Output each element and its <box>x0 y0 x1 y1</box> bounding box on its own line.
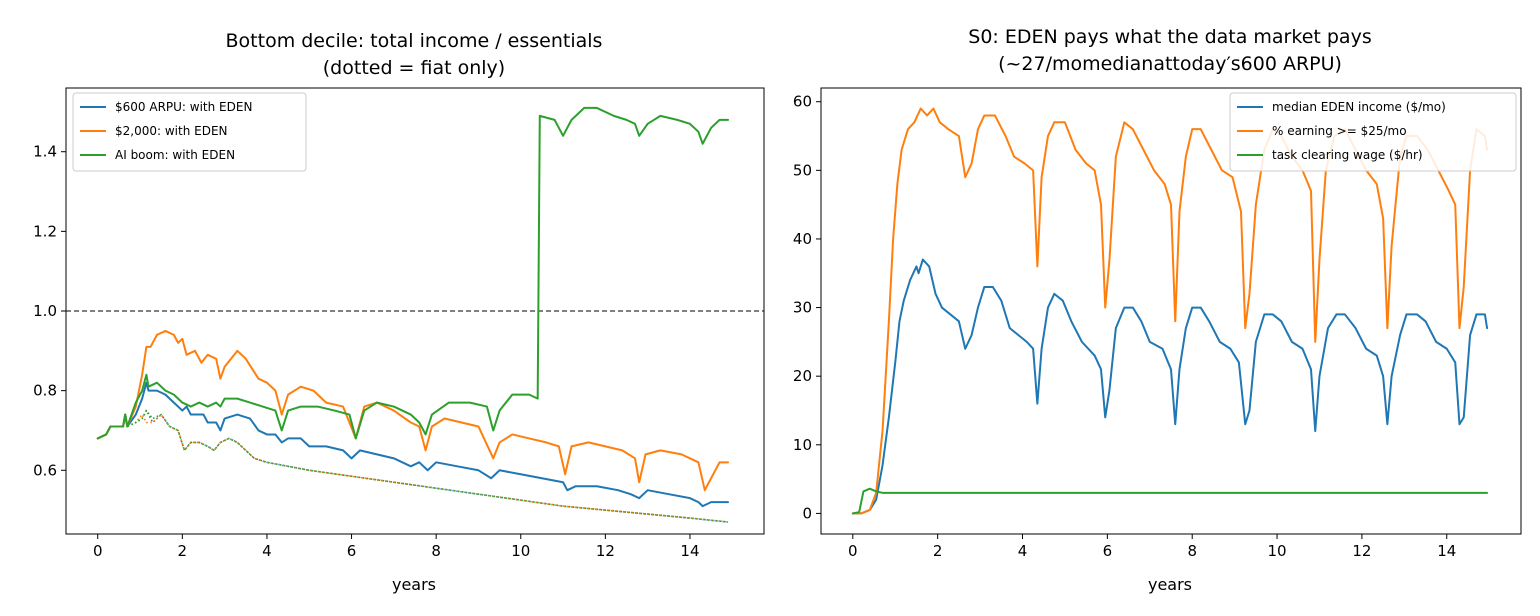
y-tick-label: 0 <box>802 504 812 522</box>
series-line-1 <box>851 107 1489 515</box>
x-tick-label: 6 <box>1103 542 1113 560</box>
y-tick-label: 1.2 <box>33 222 57 240</box>
legend-entry: task clearing wage ($/hr) <box>1272 148 1423 162</box>
legend-entry: AI boom: with EDEN <box>115 148 235 162</box>
x-tick-label: 12 <box>1352 542 1371 560</box>
x-tick-label: 10 <box>1268 542 1287 560</box>
x-tick-label: 8 <box>431 542 441 560</box>
x-tick-label: 10 <box>511 542 530 560</box>
legend-box <box>72 92 307 172</box>
x-tick-label: 6 <box>347 542 357 560</box>
series-group <box>96 106 730 523</box>
legend: median EDEN income ($/mo) % earning >= $2… <box>1229 92 1517 172</box>
x-axis-label: years <box>392 575 436 594</box>
x-tick-label: 14 <box>1437 542 1456 560</box>
y-tick-label: 20 <box>793 367 812 385</box>
x-tick-label: 12 <box>596 542 615 560</box>
chart-subtitle: (~27/momedianattoday′s600 ARPU) <box>998 53 1342 75</box>
plot-frame <box>820 87 1522 535</box>
x-tick-label: 14 <box>680 542 699 560</box>
y-tick-label: 10 <box>793 436 812 454</box>
legend: $600 ARPU: with EDEN $2,000: with EDEN AI … <box>72 92 307 172</box>
series-group <box>851 107 1489 515</box>
series-line-4 <box>97 413 729 523</box>
income-ratio-chart: Bottom decile: total income / essentials… <box>33 30 765 594</box>
x-tick-label: 2 <box>178 542 188 560</box>
legend-entry: % earning >= $25/mo <box>1272 124 1407 138</box>
series-line-0 <box>851 258 1489 515</box>
series-line-0 <box>96 381 730 508</box>
legend-entry: $2,000: with EDEN <box>115 124 228 138</box>
chart-title: Bottom decile: total income / essentials <box>226 30 603 52</box>
y-tick-label: 60 <box>793 93 812 111</box>
legend-entry: median EDEN income ($/mo) <box>1272 100 1446 114</box>
x-tick-label: 0 <box>93 542 103 560</box>
y-tick-label: 40 <box>793 230 812 248</box>
y-tick-label: 0.8 <box>33 382 57 400</box>
chart-title: S0: EDEN pays what the data market pays <box>968 26 1371 48</box>
x-axis-label: years <box>1148 575 1192 594</box>
y-tick-label: 0.6 <box>33 461 57 479</box>
y-tick-label: 1.0 <box>33 302 57 320</box>
y-tick-label: 50 <box>793 161 812 179</box>
plot-area: 0 2 4 6 8 10 12 14 0.6 0.8 1.0 1.2 1.4 <box>33 87 765 560</box>
eden-income-chart: S0: EDEN pays what the data market pays … <box>793 26 1522 594</box>
x-tick-label: 0 <box>848 542 858 560</box>
plot-area: 0 2 4 6 8 10 12 14 0 10 20 30 40 50 60 <box>793 87 1522 560</box>
x-tick-label: 4 <box>1018 542 1028 560</box>
series-line-1 <box>96 329 730 492</box>
legend-entry: $600 ARPU: with EDEN <box>115 100 252 114</box>
x-tick-label: 4 <box>262 542 272 560</box>
chart-subtitle: (dotted = fiat only) <box>323 57 505 79</box>
y-tick-label: 30 <box>793 299 812 317</box>
x-tick-label: 2 <box>933 542 943 560</box>
series-line-2 <box>851 487 1489 515</box>
y-tick-label: 1.4 <box>33 143 57 161</box>
series-line-2 <box>96 106 730 440</box>
legend-box <box>1229 92 1517 172</box>
x-tick-label: 8 <box>1187 542 1197 560</box>
